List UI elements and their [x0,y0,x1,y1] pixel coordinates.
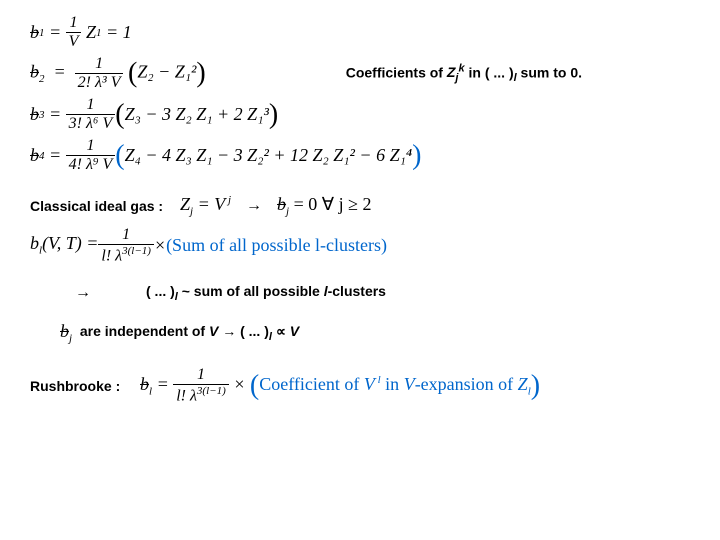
row-b2: b2 = 1 2! λ³ V (Z₂ − Z₁²) Coefficients o… [30,55,690,92]
rushbrooke-label: Rushbrooke : [30,378,140,394]
row-classical: Classical ideal gas : Zj = V j → bj = 0 … [30,194,690,218]
classical-bj: bj = 0 ∀ j ≥ 2 [277,194,371,218]
eq-b2: b2 = 1 2! λ³ V (Z₂ − Z₁²) [30,55,206,92]
row-sumline: → ( ... )l ~ sum of all possible l-clust… [60,283,690,303]
eq-bl: bl(V, T) = 1 l! λ3(l−1) × (Sum of all po… [30,226,690,265]
eq-b3: b3 = 1 3! λ⁶ V (Z₃ − 3 Z₂ Z₁ + 2 Z₁³) [30,96,690,133]
row-rushbrooke: Rushbrooke : bl = 1 l! λ3(l−1) × (Coeffi… [30,366,690,405]
b1-lhs: b [30,22,39,43]
classical-label: Classical ideal gas : [30,198,180,214]
classical-zj: Zj = V j [180,194,231,218]
arrow-icon: → [75,284,91,302]
eq-b1: b1 = 1 V Z1 = 1 [30,14,690,51]
row-indep: bj are independent of V → ( ... )l ∝ V [60,321,690,345]
arrow-icon: → [246,197,262,215]
eq-b4: b4 = 1 4! λ⁹ V (Z₄ − 4 Z₃ Z₁ − 3 Z₂² + 1… [30,137,690,174]
b1-frac: 1 V [66,14,82,51]
coeff-note: Coefficients of Zjk in ( ... )l sum to 0… [346,63,582,84]
rushbrooke-eq: bl = 1 l! λ3(l−1) × (Coefficient of V l … [140,366,540,405]
